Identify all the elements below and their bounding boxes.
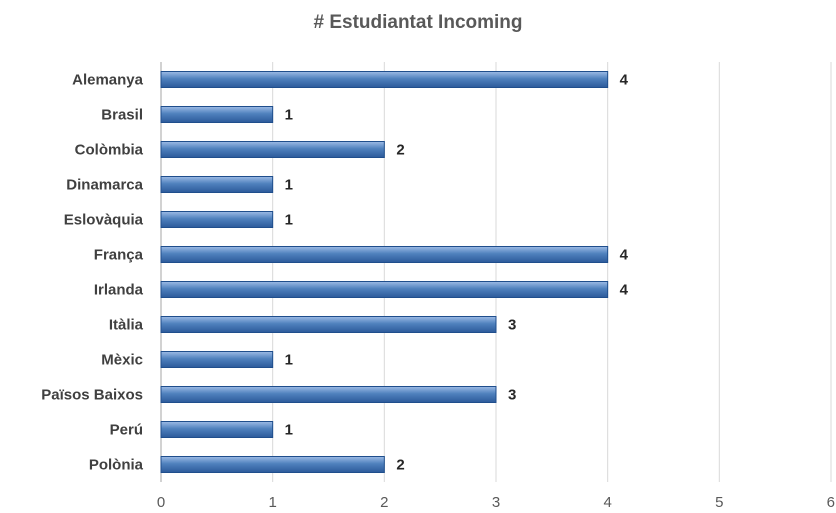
- category-label: Dinamarca: [66, 177, 143, 194]
- bar-dinamarca: [160, 176, 274, 193]
- category-label: Alemanya: [72, 72, 144, 89]
- x-tick-label: 6: [827, 494, 835, 511]
- data-label: 1: [285, 177, 293, 194]
- category-label: Polònia: [89, 457, 144, 474]
- x-tick-label: 1: [268, 494, 276, 511]
- bar-itàlia: [160, 316, 497, 333]
- data-label: 4: [620, 247, 629, 264]
- data-label: 3: [508, 317, 516, 334]
- data-label: 4: [620, 72, 629, 89]
- bar-alemanya: [160, 71, 609, 88]
- data-label: 3: [508, 387, 516, 404]
- category-label: Països Baixos: [41, 387, 143, 404]
- category-label: França: [94, 247, 144, 264]
- data-label: 2: [396, 457, 404, 474]
- category-label: Perú: [110, 422, 143, 439]
- data-label: 1: [285, 422, 293, 439]
- bars: [160, 71, 609, 473]
- x-tick-label: 3: [492, 494, 500, 511]
- data-label: 1: [285, 212, 293, 229]
- bar-brasil: [160, 106, 274, 123]
- x-tick-label: 0: [157, 494, 165, 511]
- gridlines: [160, 62, 832, 482]
- chart-title: # Estudiantat Incoming: [313, 12, 523, 33]
- x-tick-label: 2: [380, 494, 388, 511]
- bar-irlanda: [160, 281, 609, 298]
- category-label: Eslovàquia: [64, 212, 144, 229]
- labels: 0 1 2 3 4 5 6 Alemanya 4 Brasil 1 Colòmbia 2 Dinamarc…: [41, 72, 835, 512]
- category-label: Colòmbia: [75, 142, 144, 159]
- bar-països-baixos: [160, 386, 497, 403]
- data-label: 4: [620, 282, 629, 299]
- category-label: Itàlia: [109, 317, 144, 334]
- category-label: Mèxic: [101, 352, 143, 369]
- bar-polònia: [160, 456, 385, 473]
- bar-colòmbia: [160, 141, 385, 158]
- x-tick-label: 5: [715, 494, 723, 511]
- bar-perú: [160, 421, 274, 438]
- x-tick-label: 4: [603, 494, 611, 511]
- bar-eslovàquia: [160, 211, 274, 228]
- bar-frança: [160, 246, 609, 263]
- category-label: Brasil: [101, 107, 143, 124]
- category-label: Irlanda: [94, 282, 144, 299]
- data-label: 1: [285, 107, 293, 124]
- data-label: 2: [396, 142, 404, 159]
- bar-mèxic: [160, 351, 274, 368]
- data-label: 1: [285, 352, 293, 369]
